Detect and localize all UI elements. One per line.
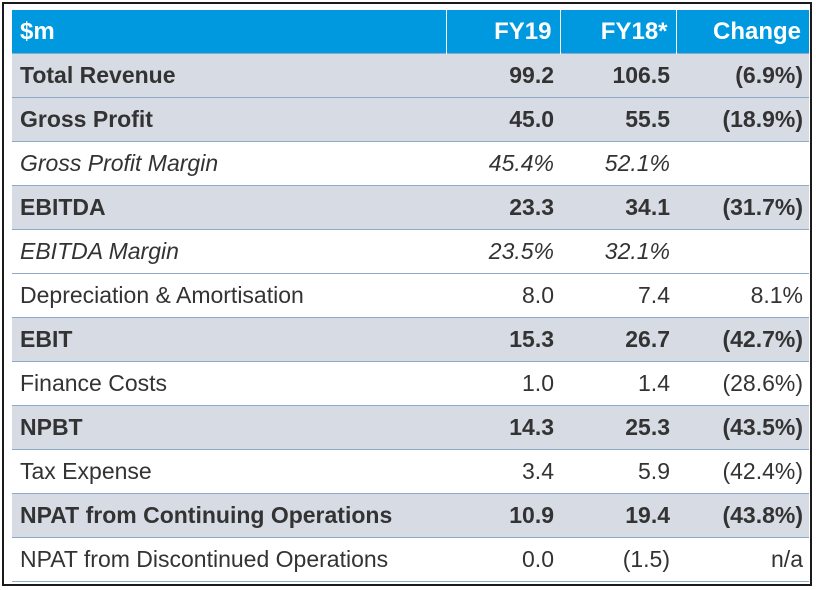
header-fy19: FY19 [446, 10, 561, 54]
fy18-value: (1.5) [560, 537, 676, 582]
header-fy18: FY18* [560, 10, 677, 54]
change-value: (42.4%) [676, 449, 809, 494]
fy18-value: 19.4 [560, 493, 676, 538]
fy18-value: 55.5 [560, 97, 676, 142]
table-row: Gross Profit 45.0 55.5 (18.9%) [12, 97, 809, 142]
fy19-value: 14.3 [446, 405, 560, 450]
row-label: Total Revenue [12, 53, 446, 98]
change-value [676, 229, 809, 274]
fy18-value: 26.7 [560, 317, 676, 362]
fy18-value: 5.9 [560, 449, 676, 494]
change-value: (42.7%) [676, 317, 809, 362]
table-row: Gross Profit Margin 45.4% 52.1% [12, 141, 809, 186]
change-value [676, 141, 809, 186]
row-label: Tax Expense [12, 449, 446, 494]
row-label: Gross Profit Margin [12, 141, 446, 186]
fy19-value: 10.9 [446, 493, 560, 538]
fy19-value: 1.0 [446, 361, 560, 406]
fy18-value: 106.5 [560, 53, 676, 98]
row-label: EBIT [12, 317, 446, 362]
fy19-value: 45.0 [446, 97, 560, 142]
row-label: EBITDA [12, 185, 446, 230]
fy18-value: 25.3 [560, 405, 676, 450]
change-value: (6.9%) [676, 53, 809, 98]
table-row: Tax Expense 3.4 5.9 (42.4%) [12, 449, 809, 494]
table-row: Total Revenue 99.2 106.5 (6.9%) [12, 53, 809, 98]
fy19-value: 0.0 [446, 537, 560, 582]
fy19-value: 45.4% [446, 141, 560, 186]
row-label: NPAT from Continuing Operations [12, 493, 446, 538]
financial-summary-table: $m FY19 FY18* Change Total Revenue 99.2 … [12, 10, 809, 582]
table-row: EBIT 15.3 26.7 (42.7%) [12, 317, 809, 362]
fy19-value: 23.5% [446, 229, 560, 274]
fy18-value: 1.4 [560, 361, 676, 406]
row-label: Depreciation & Amortisation [12, 273, 446, 318]
change-value: 8.1% [676, 273, 809, 318]
row-label: EBITDA Margin [12, 229, 446, 274]
table-row: Depreciation & Amortisation 8.0 7.4 8.1% [12, 273, 809, 318]
fy18-value: 32.1% [560, 229, 676, 274]
fy19-value: 99.2 [446, 53, 560, 98]
header-units: $m [12, 10, 447, 54]
row-label: NPBT [12, 405, 446, 450]
change-value: (43.8%) [676, 493, 809, 538]
fy18-value: 52.1% [560, 141, 676, 186]
fy18-value: 34.1 [560, 185, 676, 230]
fy19-value: 8.0 [446, 273, 560, 318]
row-label: Finance Costs [12, 361, 446, 406]
row-label: NPAT from Discontinued Operations [12, 537, 446, 582]
table-row: EBITDA 23.3 34.1 (31.7%) [12, 185, 809, 230]
table-row: EBITDA Margin 23.5% 32.1% [12, 229, 809, 274]
header-change: Change [676, 10, 809, 54]
fy19-value: 15.3 [446, 317, 560, 362]
table-row: NPBT 14.3 25.3 (43.5%) [12, 405, 809, 450]
change-value: (43.5%) [676, 405, 809, 450]
fy19-value: 23.3 [446, 185, 560, 230]
table-row: NPAT from Continuing Operations 10.9 19.… [12, 493, 809, 538]
change-value: (18.9%) [676, 97, 809, 142]
table-row: Finance Costs 1.0 1.4 (28.6%) [12, 361, 809, 406]
change-value: (31.7%) [676, 185, 809, 230]
change-value: (28.6%) [676, 361, 809, 406]
header-row: $m FY19 FY18* Change [12, 10, 809, 54]
fy18-value: 7.4 [560, 273, 676, 318]
fy19-value: 3.4 [446, 449, 560, 494]
table-row: NPAT from Discontinued Operations 0.0 (1… [12, 537, 809, 582]
change-value: n/a [676, 537, 809, 582]
row-label: Gross Profit [12, 97, 446, 142]
